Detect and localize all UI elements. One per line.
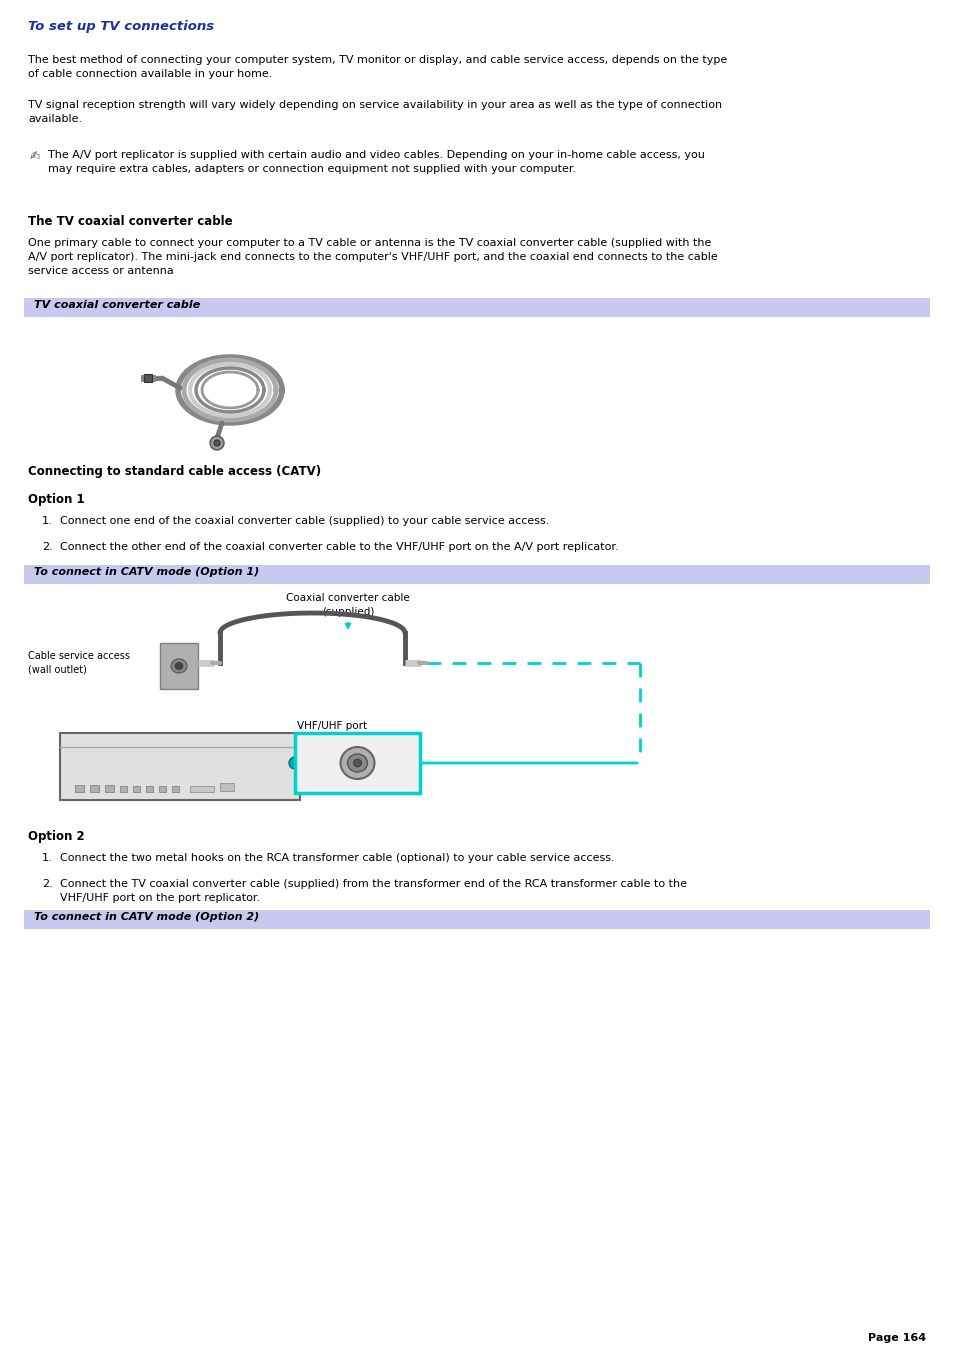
Text: VHF/UHF port: VHF/UHF port: [296, 721, 367, 731]
Text: ✍: ✍: [30, 150, 40, 163]
Text: The best method of connecting your computer system, TV monitor or display, and c: The best method of connecting your compu…: [28, 55, 726, 78]
Text: Coaxial converter cable: Coaxial converter cable: [286, 593, 410, 603]
Text: Cable service access: Cable service access: [28, 651, 130, 661]
Text: To connect in CATV mode (Option 2): To connect in CATV mode (Option 2): [34, 912, 259, 921]
Text: TV signal reception strength will vary widely depending on service availability : TV signal reception strength will vary w…: [28, 100, 721, 124]
Bar: [146, 786, 152, 792]
Bar: [160, 643, 198, 689]
Bar: [105, 785, 113, 792]
Text: TV coaxial converter cable: TV coaxial converter cable: [34, 300, 200, 309]
Ellipse shape: [354, 759, 361, 767]
Text: Connect the other end of the coaxial converter cable to the VHF/UHF port on the : Connect the other end of the coaxial con…: [60, 542, 618, 553]
Text: The A/V port replicator is supplied with certain audio and video cables. Dependi: The A/V port replicator is supplied with…: [48, 150, 704, 174]
Ellipse shape: [205, 374, 254, 407]
Bar: [159, 786, 166, 792]
Text: 1.: 1.: [42, 516, 52, 526]
Text: Option 1: Option 1: [28, 493, 85, 507]
Bar: [24, 299, 929, 317]
Ellipse shape: [210, 436, 224, 450]
Text: 1.: 1.: [42, 852, 52, 863]
Bar: [60, 734, 299, 800]
Text: To connect in CATV mode (Option 1): To connect in CATV mode (Option 1): [34, 567, 259, 577]
Bar: [190, 786, 213, 792]
Ellipse shape: [213, 440, 220, 446]
Bar: [24, 565, 929, 584]
Text: (supplied): (supplied): [321, 607, 374, 617]
Text: To set up TV connections: To set up TV connections: [28, 20, 213, 32]
Bar: [90, 785, 99, 792]
Text: Connect the TV coaxial converter cable (supplied) from the transformer end of th: Connect the TV coaxial converter cable (…: [60, 880, 686, 902]
Text: 2.: 2.: [42, 880, 52, 889]
Text: One primary cable to connect your computer to a TV cable or antenna is the TV co: One primary cable to connect your comput…: [28, 238, 717, 276]
Bar: [120, 786, 127, 792]
Bar: [220, 784, 233, 790]
Bar: [144, 374, 152, 382]
Text: Connect the two metal hooks on the RCA transformer cable (optional) to your cabl: Connect the two metal hooks on the RCA t…: [60, 852, 614, 863]
Bar: [294, 734, 419, 793]
Text: Connect one end of the coaxial converter cable (supplied) to your cable service : Connect one end of the coaxial converter…: [60, 516, 549, 526]
Bar: [24, 911, 929, 929]
Bar: [75, 785, 84, 792]
Ellipse shape: [347, 754, 367, 771]
Text: Page 164: Page 164: [867, 1333, 925, 1343]
Text: Option 2: Option 2: [28, 830, 85, 843]
Bar: [172, 786, 179, 792]
Ellipse shape: [174, 662, 183, 670]
Text: 2.: 2.: [42, 542, 52, 553]
Ellipse shape: [340, 747, 375, 780]
Text: The TV coaxial converter cable: The TV coaxial converter cable: [28, 215, 233, 228]
Text: (wall outlet): (wall outlet): [28, 665, 87, 676]
Ellipse shape: [289, 757, 301, 769]
Text: Connecting to standard cable access (CATV): Connecting to standard cable access (CAT…: [28, 465, 321, 478]
Bar: [132, 786, 140, 792]
Ellipse shape: [171, 659, 187, 673]
